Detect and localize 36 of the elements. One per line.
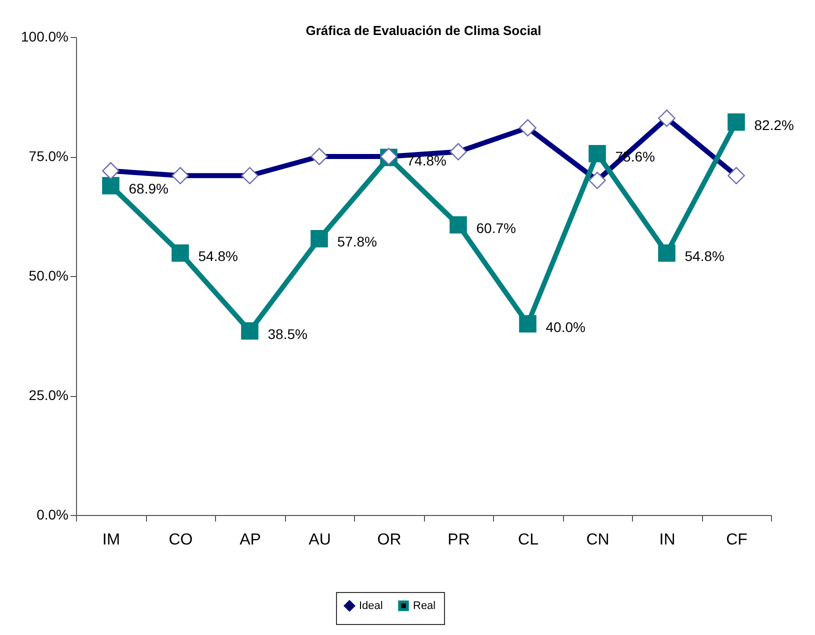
x-tick-label: CF <box>726 532 748 548</box>
data-label: 57.8% <box>337 234 377 250</box>
data-label: 54.8% <box>198 248 238 264</box>
y-tick-label: 0.0% <box>36 506 68 522</box>
point <box>450 216 467 234</box>
x-tick-label: CL <box>518 532 539 548</box>
point <box>102 176 120 194</box>
data-label: 54.8% <box>684 248 724 264</box>
chart-title: Gráfica de Evaluación de Clima Social <box>306 23 542 38</box>
data-label: 60.7% <box>476 220 516 236</box>
x-tick-label: AU <box>308 532 331 548</box>
data-label: 68.9% <box>128 180 168 197</box>
y-tick-label: 50.0% <box>28 268 68 284</box>
data-label: 82.2% <box>754 117 794 134</box>
data-label: 40.0% <box>546 318 586 335</box>
x-tick-label: AP <box>240 532 261 548</box>
point <box>519 315 536 332</box>
x-tick-label: CO <box>168 532 193 548</box>
y-tick-label: 100.0% <box>21 28 68 44</box>
y-tick-label: 75.0% <box>28 148 68 164</box>
x-tick-label: IN <box>659 532 676 548</box>
point <box>728 113 745 131</box>
x-tick-label: IM <box>102 532 120 548</box>
data-label: 38.5% <box>268 326 308 342</box>
point <box>310 230 328 248</box>
legend-label: Ideal <box>359 600 383 612</box>
x-tick-label: PR <box>448 532 470 548</box>
point <box>588 144 606 162</box>
x-tick-label: OR <box>377 532 402 548</box>
data-label: 74.8% <box>406 152 446 168</box>
x-tick-label: CN <box>586 532 610 548</box>
y-tick-label: 25.0% <box>28 387 68 403</box>
point <box>172 244 189 262</box>
point <box>241 322 258 340</box>
legend-label: Real <box>413 600 436 612</box>
point <box>658 244 676 262</box>
